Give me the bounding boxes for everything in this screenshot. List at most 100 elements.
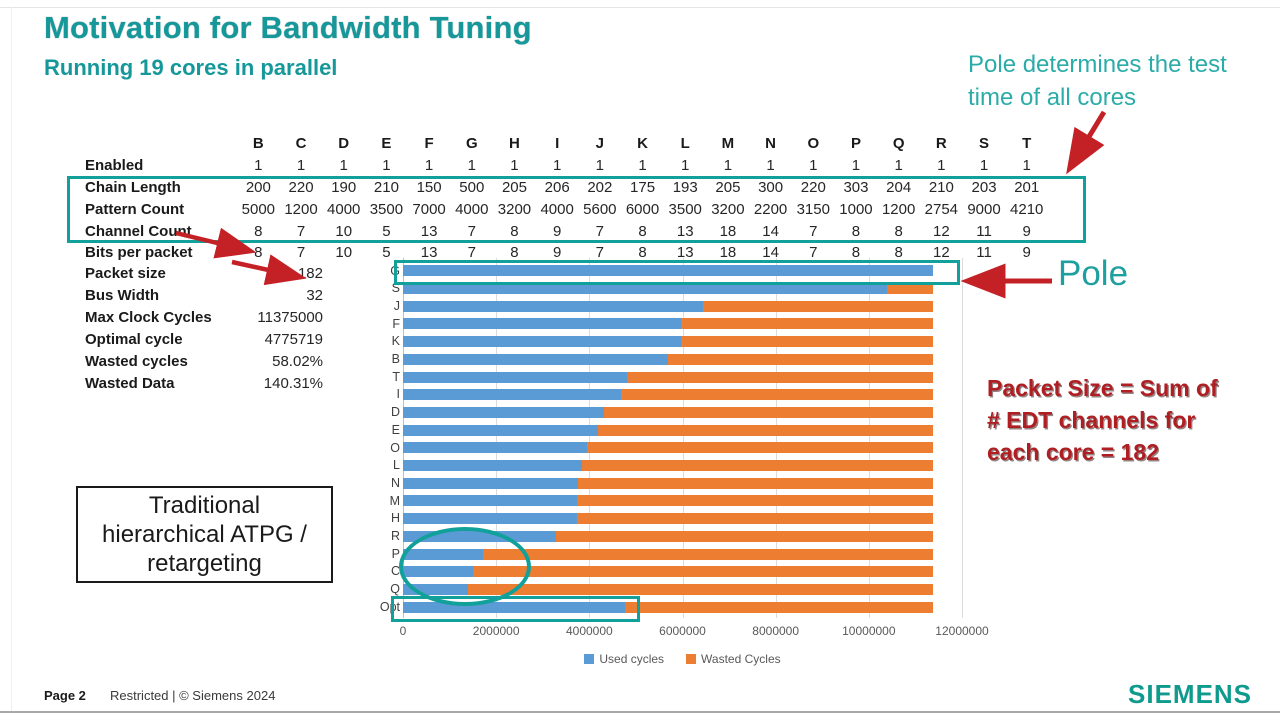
table-cell: 8 <box>254 222 263 240</box>
legend-item: Wasted Cycles <box>686 652 781 666</box>
table-cell: 12 <box>933 244 950 262</box>
table-cell: 1 <box>894 157 903 175</box>
table-cell: 1 <box>382 157 391 175</box>
table-cell: 3500 <box>369 200 404 218</box>
used-cycles-segment <box>403 318 682 330</box>
table-cell: 8 <box>510 244 519 262</box>
wasted-cycles-segment <box>576 513 933 525</box>
table-cell: 8 <box>638 222 647 240</box>
table-cell: 8 <box>894 244 903 262</box>
core-table: B C D E F G H I J K L M N O P Q R S T Enabled 1 1 1 1 1 1 1 1 1 1 1 1 1 1… <box>85 133 1048 264</box>
bar-category-label: P <box>391 546 400 561</box>
table-cell: 5 <box>382 222 391 240</box>
table-column-header: L <box>680 135 690 153</box>
summary-value: 182 <box>297 265 323 283</box>
wasted-cycles-segment <box>681 336 933 348</box>
table-cell: 210 <box>373 178 399 196</box>
table-cell: 13 <box>420 244 438 262</box>
bar-category-label: K <box>391 334 400 349</box>
table-cell: 6000 <box>625 200 660 218</box>
table-cell: 1 <box>1022 157 1031 175</box>
table-column-header: E <box>381 135 392 153</box>
table-cell: 205 <box>715 178 741 196</box>
arrow-pole-note-to-table <box>1066 110 1107 175</box>
table-cell: 203 <box>971 178 997 196</box>
wasted-cycles-segment <box>556 530 933 542</box>
wasted-cycles-segment <box>581 460 933 471</box>
table-cell: 204 <box>886 178 912 196</box>
bar-category-label: C <box>390 564 400 579</box>
siemens-logo: SIEMENS <box>1128 679 1253 709</box>
stacked-bar <box>403 513 933 525</box>
table-row-label: Enabled <box>85 157 144 175</box>
table-row: Pattern Count 5000 1200 4000 3500 7000 4000 320… <box>85 198 1048 220</box>
wasted-cycles-segment <box>887 283 933 294</box>
table-cell: 7 <box>467 222 476 240</box>
table-cell: 1200 <box>284 200 318 218</box>
table-cell: 9 <box>1022 222 1031 240</box>
table-column-header: P <box>850 135 861 153</box>
bar-category-label: E <box>391 422 400 437</box>
summary-value: 58.02% <box>272 353 323 370</box>
bar-category-label: M <box>389 493 400 508</box>
wasted-cycles-segment <box>627 371 933 383</box>
table-cell: 3500 <box>668 200 702 218</box>
table-cell: 8 <box>851 244 861 262</box>
table-cell: 3150 <box>796 200 830 218</box>
stacked-bar <box>403 353 933 365</box>
table-row-label: Chain Length <box>85 178 181 196</box>
stacked-bar <box>403 318 933 330</box>
summary-label: Bus Width <box>85 287 160 305</box>
table-cell: 1 <box>937 157 946 175</box>
text-line: Traditional <box>148 492 261 519</box>
table-cell: 10 <box>335 222 353 240</box>
used-cycles-segment <box>403 424 598 436</box>
table-row: Bits per packet 8 7 10 5 13 7 8 9 7 8 13 18 14 7 8 8 12 11… <box>85 242 1048 264</box>
bar-category-label: S <box>391 281 400 296</box>
table-highlight-box <box>67 176 1086 243</box>
table-column-header: G <box>465 135 478 153</box>
summary-row: Optimal cycle 4775719 <box>85 329 323 351</box>
x-tick-label: 4000000 <box>565 624 613 638</box>
table-cell: 18 <box>719 244 737 262</box>
table-column-header: N <box>765 135 777 153</box>
text-line: each core = 182 <box>987 439 1159 465</box>
used-cycles-segment <box>403 371 628 383</box>
slide-top-edge <box>0 7 1280 8</box>
used-cycles-segment <box>403 353 668 365</box>
table-row-label: Bits per packet <box>85 244 193 262</box>
used-cycles-segment <box>403 601 626 613</box>
table-cell: 1 <box>254 157 263 175</box>
restriction-text: Restricted | © Siemens 2024 <box>110 688 276 703</box>
table-column-header: T <box>1022 135 1032 153</box>
table-cell: 1 <box>552 157 562 175</box>
summary-value: 4775719 <box>264 331 323 349</box>
wasted-cycles-segment <box>597 424 933 436</box>
table-cell: 1200 <box>881 200 916 218</box>
stacked-bar <box>403 406 933 418</box>
table-cell: 1 <box>766 157 775 175</box>
table-cell: 7 <box>809 244 818 262</box>
wasted-cycles-segment <box>472 566 933 578</box>
table-column-header: J <box>595 135 605 153</box>
stacked-bar <box>403 495 933 507</box>
table-cell: 9 <box>552 244 562 262</box>
grid-line <box>962 258 963 618</box>
table-cell: 210 <box>928 178 954 196</box>
table-cell: 190 <box>331 178 357 196</box>
table-cell: 10 <box>335 244 353 262</box>
x-tick-label: 0 <box>399 624 407 638</box>
grid-line <box>589 258 591 618</box>
used-cycles-segment <box>403 265 933 277</box>
table-cell: 1 <box>296 157 306 175</box>
legend-label: Used cycles <box>599 652 665 666</box>
wasted-cycles-segment <box>467 583 933 595</box>
table-column-header: D <box>338 135 350 153</box>
table-cell: 7 <box>296 244 306 262</box>
text-line: Packet Size = Sum of <box>987 375 1218 401</box>
table-column-header: F <box>424 135 434 153</box>
table-column-header: B <box>252 135 264 153</box>
table-cell: 1 <box>510 157 519 175</box>
table-cell: 175 <box>630 178 656 196</box>
wasted-cycles-segment <box>604 406 933 418</box>
